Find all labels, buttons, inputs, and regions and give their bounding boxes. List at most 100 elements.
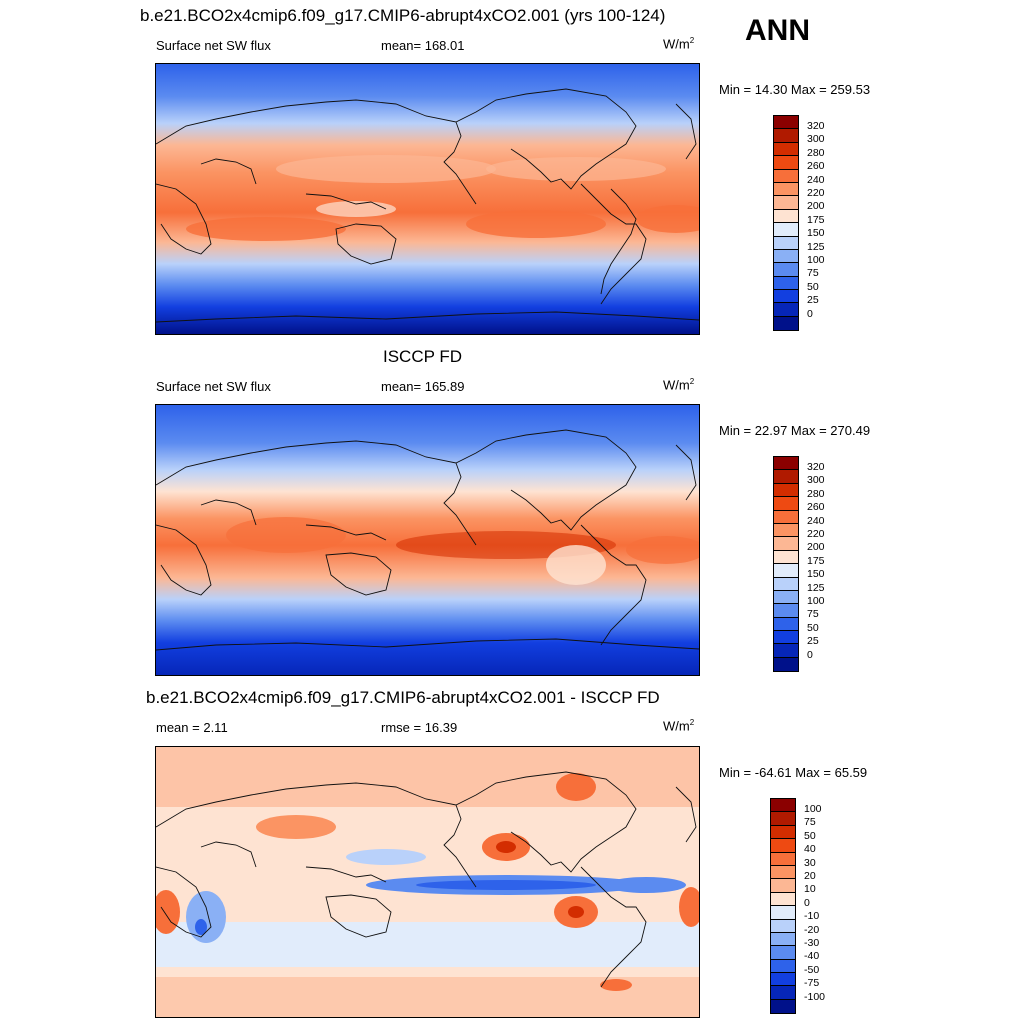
colorbar-swatch — [771, 986, 795, 1000]
panel2-title: ISCCP FD — [383, 347, 463, 366]
colorbar-swatch — [771, 865, 795, 880]
colorbar-swatch — [774, 303, 798, 317]
colorbar-swatch — [771, 932, 795, 947]
colorbar-tick-label: 175 — [807, 213, 825, 226]
colorbar-swatch — [774, 249, 798, 264]
panel2-variable-label: Surface net SW flux — [156, 379, 271, 394]
colorbar-tick-label: -40 — [804, 950, 820, 963]
colorbar-tick-label: -10 — [804, 910, 820, 923]
colorbar-swatch — [774, 142, 798, 157]
panel3-title: b.e21.BCO2x4cmip6.f09_g17.CMIP6-abrupt4x… — [146, 688, 660, 707]
colorbar-swatch — [774, 510, 798, 524]
colorbar-swatch — [774, 316, 798, 331]
colorbar-tick-label: 200 — [807, 200, 825, 213]
colorbar-tick-label: 240 — [807, 173, 825, 186]
colorbar-swatch — [774, 223, 798, 237]
panel3-map — [155, 746, 700, 1018]
colorbar-swatch — [774, 470, 798, 484]
colorbar-tick-label: 175 — [807, 554, 825, 567]
colorbar-tick-label: 75 — [807, 608, 819, 621]
colorbar-tick-label: 25 — [807, 294, 819, 307]
colorbar-tick-label: 0 — [807, 648, 813, 661]
colorbar-swatch — [774, 657, 798, 672]
panel2-map — [155, 404, 700, 676]
colorbar-swatch — [774, 550, 798, 565]
colorbar-tick-label: 75 — [807, 267, 819, 280]
panel2-minmax: Min = 22.97 Max = 270.49 — [719, 423, 871, 438]
colorbar-swatch — [774, 577, 798, 591]
colorbar-tick-label: 40 — [804, 843, 816, 856]
colorbar-swatch — [774, 631, 798, 645]
colorbar-tick-label: 100 — [807, 595, 825, 607]
colorbar-tick-label: 320 — [807, 120, 825, 132]
colorbar-swatch — [774, 457, 798, 471]
panel3-rmse-label: rmse = 16.39 — [381, 720, 458, 735]
colorbar-swatch — [774, 129, 798, 143]
colorbar-swatch — [774, 236, 798, 250]
colorbar-swatch — [771, 892, 795, 907]
colorbar-tick-label: 0 — [807, 307, 813, 320]
colorbar-swatch — [774, 182, 798, 197]
colorbar-swatch — [774, 483, 798, 498]
panel3-mean-label: mean = 2.11 — [156, 720, 228, 735]
colorbar-swatch — [771, 825, 795, 840]
colorbar-swatch — [774, 604, 798, 618]
colorbar-swatch — [774, 523, 798, 538]
colorbar-tick-label: 220 — [807, 528, 825, 540]
colorbar-tick-label: -100 — [804, 990, 826, 1003]
colorbar-tick-label: 260 — [807, 501, 825, 514]
colorbar-swatch — [771, 973, 795, 987]
colorbar-tick-label: 0 — [804, 896, 810, 909]
colorbar-tick-label: 220 — [807, 187, 825, 199]
colorbar-tick-label: -75 — [804, 977, 820, 990]
colorbar-swatch — [771, 906, 795, 920]
colorbar-swatch — [771, 879, 795, 893]
colorbar-swatch — [771, 946, 795, 960]
panel1-variable-label: Surface net SW flux — [156, 38, 271, 53]
colorbar-tick-label: 10 — [804, 883, 816, 896]
season-label: ANN — [745, 14, 810, 47]
colorbar-swatch — [771, 999, 795, 1014]
colorbar-tick-label: 240 — [807, 514, 825, 527]
colorbar-tick-label: 320 — [807, 461, 825, 473]
colorbar-swatch — [774, 537, 798, 551]
colorbar-tick-label: -30 — [804, 937, 820, 949]
colorbar-swatch — [771, 799, 795, 813]
panel1-colorbar — [773, 115, 799, 332]
colorbar-swatch — [774, 156, 798, 170]
panel2-colorbar — [773, 456, 799, 673]
colorbar-tick-label: 150 — [807, 568, 825, 581]
panel2-mean-label: mean= 165.89 — [381, 379, 465, 394]
colorbar-swatch — [774, 497, 798, 511]
colorbar-tick-label: 260 — [807, 160, 825, 173]
colorbar-tick-label: 150 — [807, 227, 825, 240]
colorbar-tick-label: -50 — [804, 963, 820, 976]
colorbar-swatch — [771, 839, 795, 853]
colorbar-tick-label: 75 — [804, 816, 816, 829]
colorbar-tick-label: 30 — [804, 856, 816, 869]
colorbar-swatch — [774, 116, 798, 130]
colorbar-tick-label: 280 — [807, 487, 825, 500]
colorbar-tick-label: 25 — [807, 635, 819, 648]
colorbar-swatch — [774, 209, 798, 224]
panel1-minmax: Min = 14.30 Max = 259.53 — [719, 82, 871, 97]
colorbar-swatch — [774, 196, 798, 210]
colorbar-swatch — [774, 590, 798, 605]
colorbar-swatch — [774, 290, 798, 304]
colorbar-swatch — [771, 959, 795, 974]
colorbar-swatch — [771, 852, 795, 866]
colorbar-tick-label: 300 — [807, 133, 825, 146]
colorbar-swatch — [771, 919, 795, 933]
panel3-minmax: Min = -64.61 Max = 65.59 — [719, 765, 868, 780]
colorbar-tick-label: 50 — [807, 621, 819, 634]
colorbar-tick-label: 50 — [807, 280, 819, 293]
colorbar-tick-label: 100 — [807, 254, 825, 266]
colorbar-tick-label: -20 — [804, 923, 820, 936]
colorbar-swatch — [774, 169, 798, 183]
colorbar-tick-label: 300 — [807, 474, 825, 487]
panel3-units: W/m2 — [663, 718, 695, 734]
colorbar-tick-label: 280 — [807, 146, 825, 159]
colorbar-swatch — [771, 812, 795, 826]
colorbar-tick-label: 125 — [807, 581, 825, 594]
panel1-units: W/m2 — [663, 36, 695, 52]
